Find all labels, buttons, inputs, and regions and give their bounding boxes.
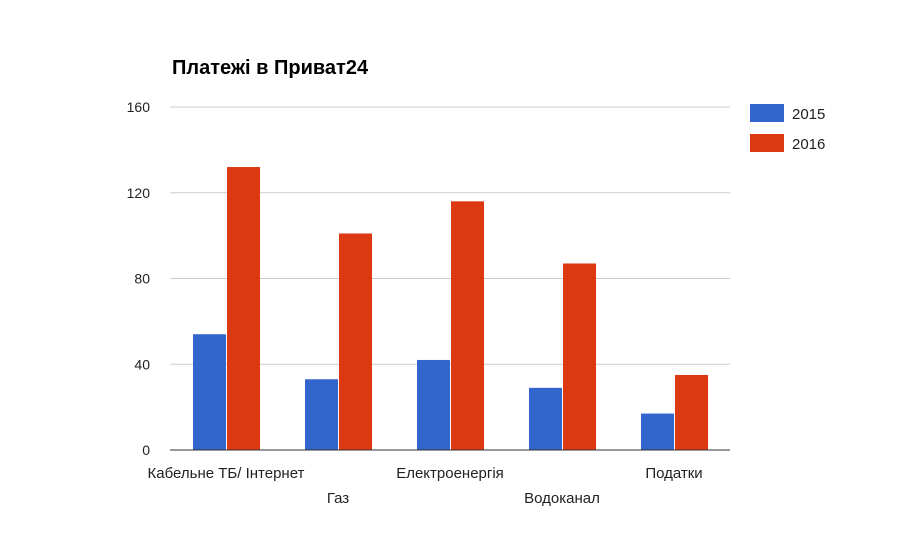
bar-2016-4 [563, 263, 596, 450]
x-tick-label: Кабельне ТБ/ Інтернет [148, 465, 305, 482]
x-axis-labels: Кабельне ТБ/ Інтернет Газ Електроенергія Во… [148, 465, 703, 507]
x-tick-label: Електроенергія [396, 465, 504, 482]
bar-2015-2 [305, 379, 338, 450]
y-axis-ticks: 0 40 80 120 160 [127, 99, 151, 458]
x-tick-label: Водоканал [524, 490, 600, 507]
legend-label-2015: 2015 [792, 106, 825, 123]
y-tick-label: 120 [127, 185, 151, 201]
y-tick-label: 40 [134, 356, 150, 372]
bar-2015-5 [641, 413, 674, 450]
legend-swatch-2015 [750, 104, 784, 122]
chart-title: Платежі в Приват24 [172, 57, 369, 79]
y-tick-label: 160 [127, 99, 151, 115]
bar-2015-4 [529, 387, 562, 450]
bar-2015-1 [193, 334, 226, 450]
bars [193, 167, 708, 450]
bar-2015-3 [417, 359, 450, 450]
y-tick-label: 80 [134, 271, 150, 287]
bar-2016-5 [675, 374, 708, 450]
bar-2016-1 [227, 167, 260, 450]
legend-label-2016: 2016 [792, 136, 825, 153]
bar-2016-3 [451, 201, 484, 450]
x-tick-label: Газ [327, 490, 349, 507]
legend-swatch-2016 [750, 134, 784, 152]
bar-2016-2 [339, 233, 372, 450]
legend: 2015 2016 [750, 104, 825, 153]
y-tick-label: 0 [142, 442, 150, 458]
x-tick-label: Податки [645, 465, 702, 482]
